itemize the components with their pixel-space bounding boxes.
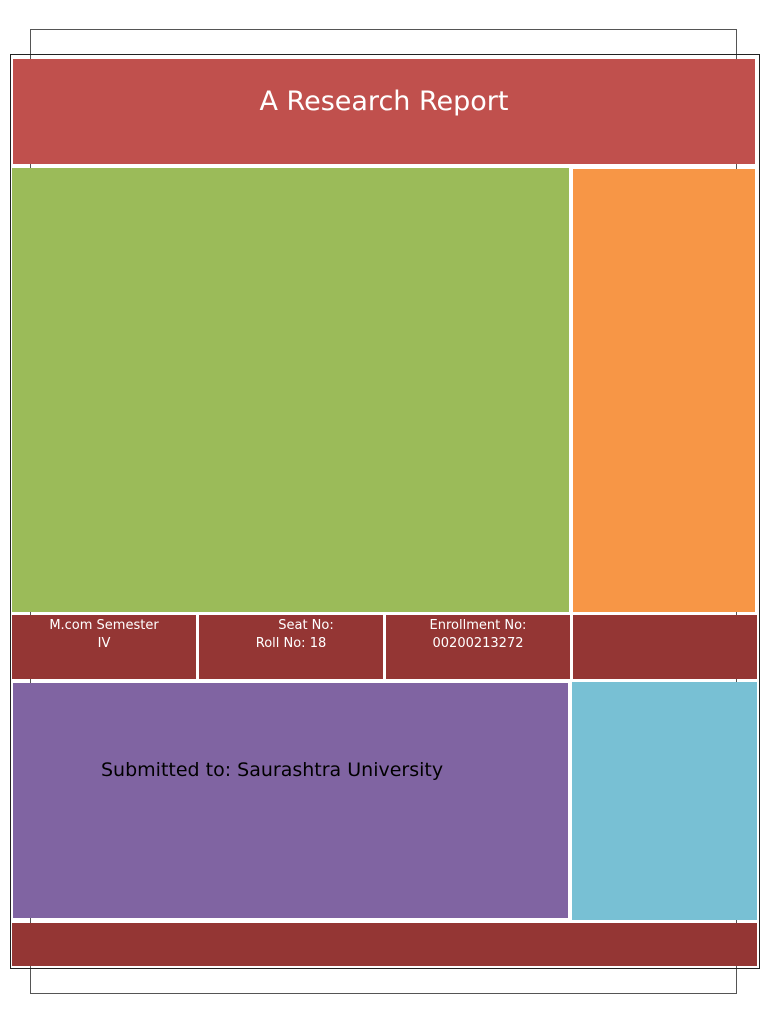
roll-number: Roll No: 18 <box>255 636 327 651</box>
enrollment-number: 00200213272 <box>432 636 524 651</box>
title-banner <box>13 59 755 164</box>
footer-band <box>12 923 757 966</box>
purple-panel <box>13 683 568 918</box>
report-title: A Research Report <box>259 86 509 117</box>
enrollment-cell: Enrollment No: 00200213272 <box>386 615 570 679</box>
enrollment-label: Enrollment No: <box>429 618 527 633</box>
semester-value: IV <box>97 636 111 651</box>
seat-number-label: Seat No: <box>278 618 334 633</box>
orange-panel <box>573 169 755 612</box>
blue-panel <box>572 682 757 920</box>
cover-table-border <box>10 54 760 969</box>
course-label: M.com Semester <box>49 618 159 633</box>
seat-roll-cell: Seat No: Roll No: 18 <box>199 615 383 679</box>
submitted-to-text: Submitted to: Saurashtra University <box>101 759 444 781</box>
green-panel <box>12 168 569 612</box>
course-cell: M.com Semester IV <box>12 615 196 679</box>
empty-info-cell <box>573 615 757 679</box>
